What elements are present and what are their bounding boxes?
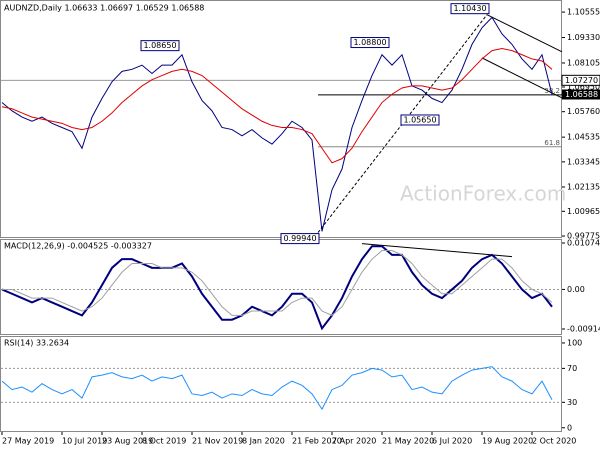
annotation-box <box>400 114 440 126</box>
y-tick-label: 1.05760 <box>567 107 600 116</box>
series-line <box>1 16 553 232</box>
x-tick-label: 8 Jan 2020 <box>242 437 285 446</box>
y-tick-label: 1.03345 <box>567 157 600 166</box>
x-tick-label: 21 Feb 2020 <box>292 437 342 446</box>
y-tick-label: 0.99775 <box>567 232 600 241</box>
annotation-label: 0.99940 <box>283 234 316 243</box>
trendline <box>361 243 513 258</box>
trendline <box>486 14 563 53</box>
y-tick-label: 1.04535 <box>567 133 600 142</box>
annotation-box <box>140 40 180 52</box>
y-tick-label: 1.08105 <box>567 58 600 67</box>
y-tick-label: 1.10555 <box>567 8 600 17</box>
y-tick-label: 1.02135 <box>567 182 600 191</box>
annotation-label: 1.10430 <box>453 4 486 13</box>
x-tick-label: 19 Aug 2020 <box>482 437 533 446</box>
y-tick-label: -0.009148 <box>567 324 600 333</box>
series-line <box>1 366 553 411</box>
y-tick-label: 100 <box>567 338 582 347</box>
level-label: 1.07270 <box>565 76 598 85</box>
annotation-box <box>350 37 390 49</box>
y-tick-label: 1.06950 <box>567 82 600 91</box>
rsi-panel <box>0 336 562 432</box>
x-tick-label: 8 Oct 2019 <box>142 437 186 446</box>
macd-title: MACD(12,26,9) -0.004525 -0.003327 <box>4 242 152 251</box>
x-tick-label: 7 Apr 2020 <box>332 437 376 446</box>
y-tick-label: 0.010744 <box>567 238 600 247</box>
annotation-box <box>450 3 490 15</box>
x-tick-label: 10 Jul 2019 <box>62 437 107 446</box>
trendline <box>481 57 563 99</box>
x-tick-label: 21 May 2020 <box>382 437 434 446</box>
level-box <box>561 74 600 86</box>
annotation-label: 1.08650 <box>143 41 176 50</box>
x-tick-label: 6 Jul 2020 <box>432 437 472 446</box>
series-line <box>1 48 553 164</box>
x-tick-label: 2 Oct 2020 <box>532 437 576 446</box>
last-price-box <box>562 89 600 100</box>
rsi-title: RSI(14) 33.2634 <box>4 339 69 348</box>
last-price-label: 1.06588 <box>565 90 598 99</box>
watermark: ActionForex.com <box>400 182 566 206</box>
chart-title: AUDNZD,Daily 1.06633 1.06697 1.06529 1.0… <box>4 4 204 13</box>
annotation-box <box>280 233 320 245</box>
y-tick-label: 70 <box>567 364 577 373</box>
x-tick-label: 23 Aug 2019 <box>102 437 153 446</box>
fib-label: 38.2 <box>544 87 560 95</box>
fib-label: 61.8 <box>544 139 560 147</box>
x-tick-label: 27 May 2019 <box>2 437 54 446</box>
y-tick-label: 30 <box>567 398 577 407</box>
annotation-label: 1.05650 <box>403 115 436 124</box>
y-tick-label: 1.09330 <box>567 33 600 42</box>
annotation-label: 1.08800 <box>353 38 386 47</box>
series-line <box>2 250 553 316</box>
y-tick-label: 0 <box>567 423 572 432</box>
y-tick-label: 1.00965 <box>567 207 600 216</box>
y-tick-label: 0.00 <box>567 285 585 294</box>
x-tick-label: 21 Nov 2019 <box>192 437 243 446</box>
series-line <box>1 245 553 331</box>
